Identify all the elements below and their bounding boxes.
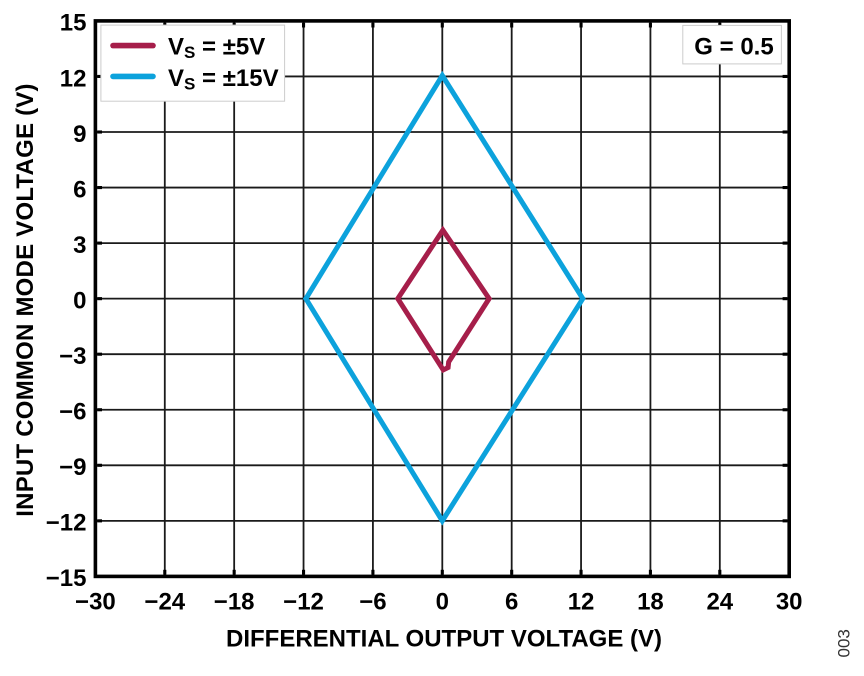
svg-text:−3: −3 xyxy=(59,343,86,370)
svg-text:15: 15 xyxy=(60,10,87,37)
svg-text:30: 30 xyxy=(776,589,803,616)
svg-text:DIFFERENTIAL OUTPUT VOLTAGE (V: DIFFERENTIAL OUTPUT VOLTAGE (V) xyxy=(226,626,662,653)
svg-text:−6: −6 xyxy=(359,589,386,616)
svg-text:−30: −30 xyxy=(75,589,116,616)
svg-text:−12: −12 xyxy=(283,589,324,616)
svg-text:6: 6 xyxy=(73,176,86,203)
svg-text:G = 0.5: G = 0.5 xyxy=(694,34,773,61)
svg-text:−6: −6 xyxy=(59,399,86,426)
svg-text:12: 12 xyxy=(60,65,87,92)
svg-text:0: 0 xyxy=(436,589,449,616)
svg-text:−12: −12 xyxy=(46,510,87,537)
svg-text:12: 12 xyxy=(568,589,595,616)
svg-text:24: 24 xyxy=(706,589,733,616)
svg-text:−24: −24 xyxy=(144,589,185,616)
svg-text:0: 0 xyxy=(73,287,86,314)
svg-text:VS = ±5V: VS = ±5V xyxy=(168,34,265,62)
svg-text:INPUT COMMON MODE VOLTAGE (V): INPUT COMMON MODE VOLTAGE (V) xyxy=(12,83,39,516)
svg-text:6: 6 xyxy=(505,589,518,616)
svg-text:−15: −15 xyxy=(46,565,87,592)
svg-text:VS = ±15V: VS = ±15V xyxy=(168,65,279,93)
svg-text:003: 003 xyxy=(834,629,853,657)
svg-text:3: 3 xyxy=(73,232,86,259)
svg-text:−9: −9 xyxy=(59,454,86,481)
svg-text:−18: −18 xyxy=(214,589,255,616)
svg-text:18: 18 xyxy=(637,589,664,616)
svg-text:9: 9 xyxy=(73,121,86,148)
